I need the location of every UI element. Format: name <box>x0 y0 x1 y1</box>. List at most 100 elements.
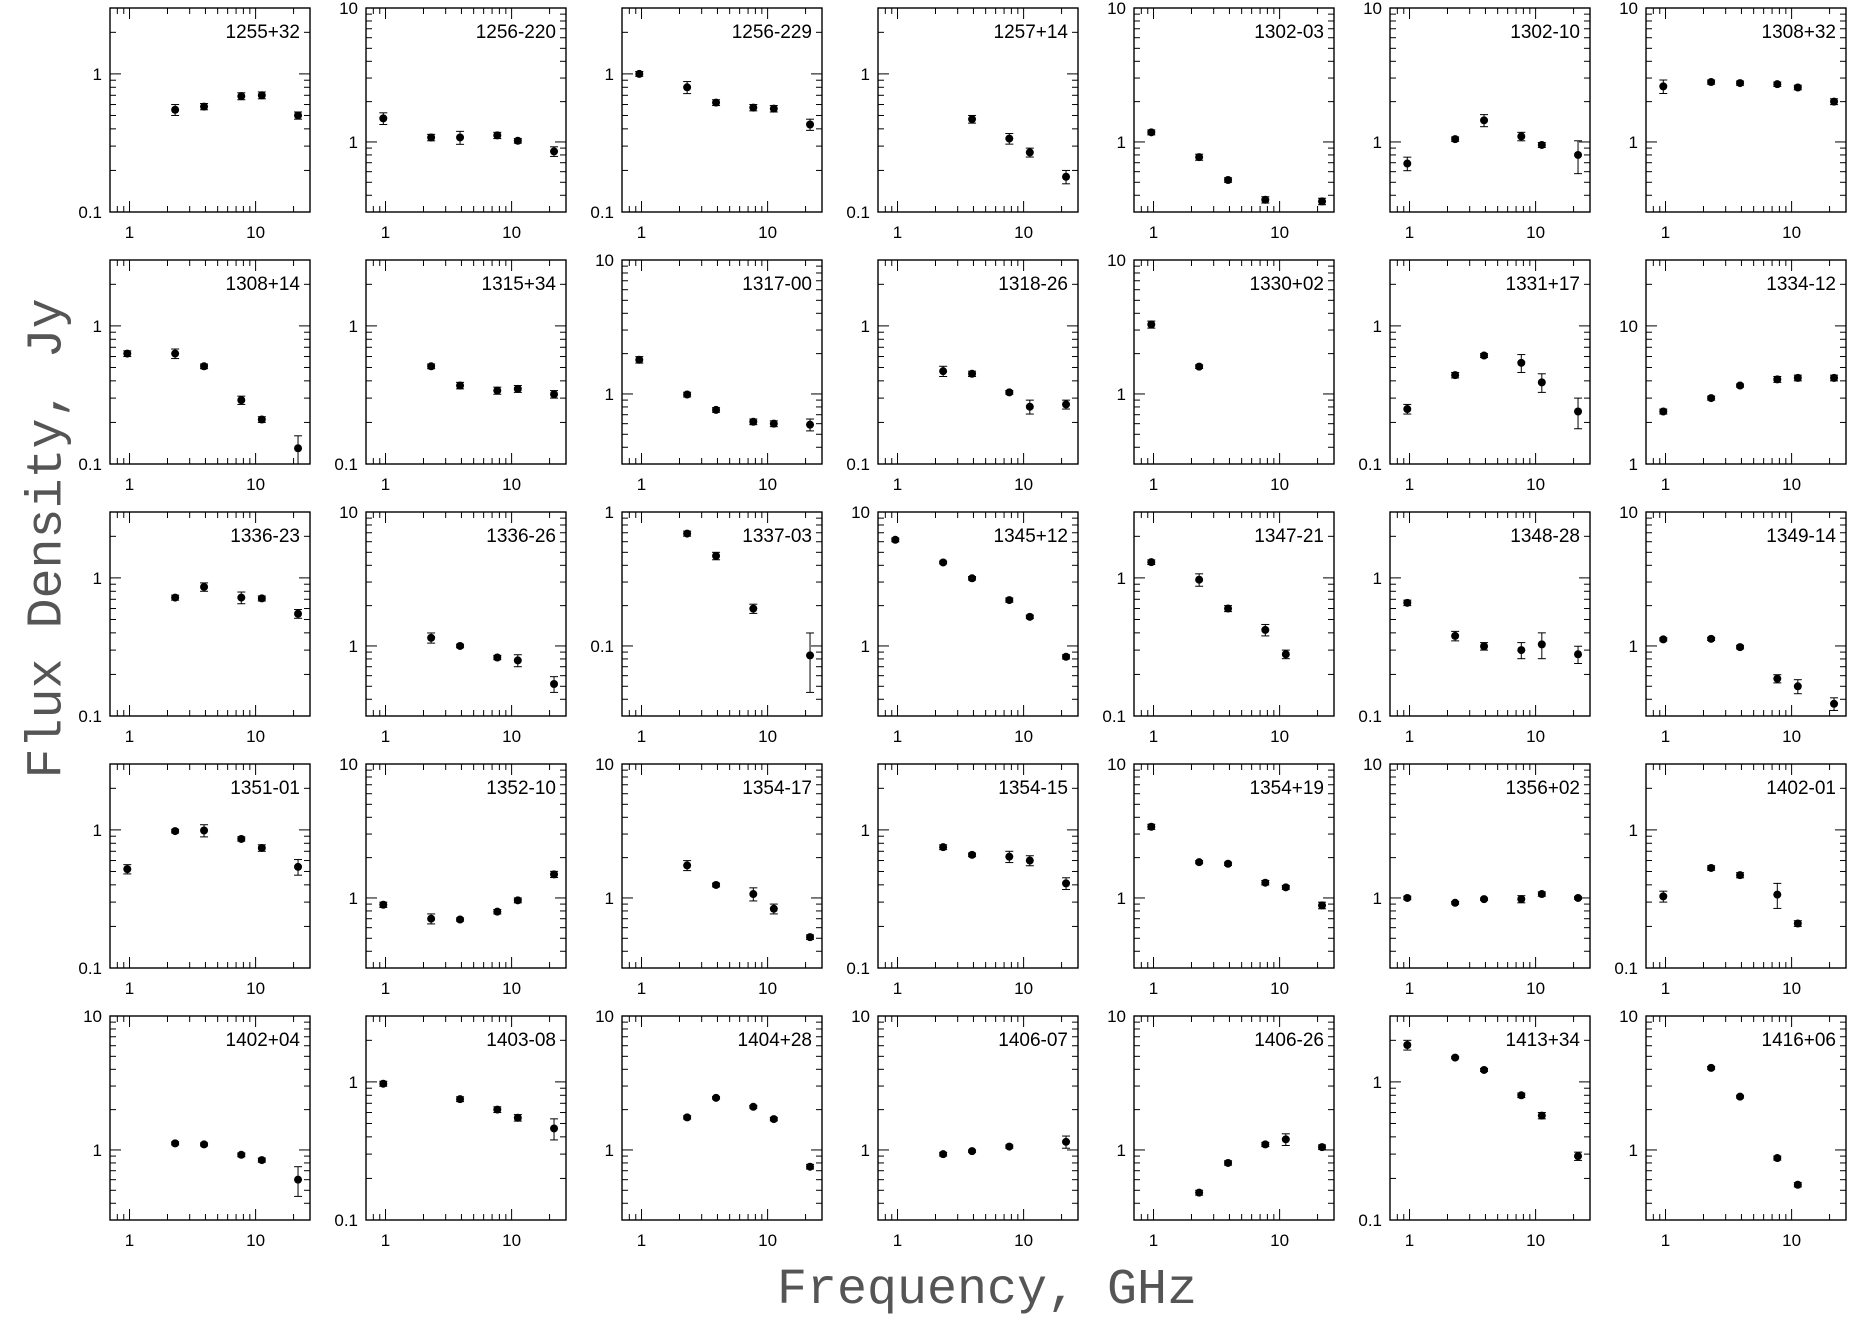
panel-1352-10: 1 10 1 10 1352-10 <box>339 755 567 998</box>
y-tick-label: 0.1 <box>590 637 614 656</box>
x-tick-label: 1 <box>1405 475 1414 494</box>
y-tick-label: 1 <box>349 1073 358 1092</box>
x-tick-label: 1 <box>381 223 390 242</box>
x-tick-label: 1 <box>1661 223 1670 242</box>
x-tick-label: 10 <box>1526 223 1545 242</box>
data-point <box>769 904 778 913</box>
data-point <box>1195 1188 1204 1197</box>
y-tick-label: 0.1 <box>78 455 102 474</box>
y-tick-label: 1 <box>861 317 870 336</box>
panel-frame <box>621 7 823 213</box>
y-tick-label: 0.1 <box>334 1211 358 1230</box>
data-point <box>1773 674 1782 683</box>
data-point <box>712 880 721 889</box>
y-tick-label: 10 <box>1363 0 1382 18</box>
source-label: 1345+12 <box>994 526 1069 547</box>
x-tick-label: 10 <box>502 223 521 242</box>
panel-frame <box>109 259 311 465</box>
panel-1406-26: 1 10 1 10 1406-26 <box>1107 1007 1335 1250</box>
x-tick-label: 1 <box>637 223 646 242</box>
data-point <box>968 1147 977 1156</box>
x-tick-label: 1 <box>1405 1231 1414 1250</box>
data-point <box>1147 558 1156 567</box>
x-tick-label: 10 <box>246 727 265 746</box>
data-point <box>1318 197 1327 206</box>
data-point <box>1830 97 1839 106</box>
y-tick-label: 10 <box>1619 1007 1638 1026</box>
x-tick-label: 1 <box>1149 1231 1158 1250</box>
data-point <box>769 419 778 428</box>
data-point <box>493 131 502 140</box>
x-tick-label: 10 <box>758 475 777 494</box>
y-tick-label: 1 <box>861 821 870 840</box>
data-point <box>1005 852 1014 861</box>
data-point <box>427 914 436 923</box>
data-point <box>1025 856 1034 865</box>
source-label: 1416+06 <box>1762 1030 1837 1051</box>
data-point <box>1025 612 1034 621</box>
data-point <box>1281 883 1290 892</box>
x-tick-label: 10 <box>1014 727 1033 746</box>
x-tick-label: 1 <box>125 979 134 998</box>
panel-1354-15: 1 10 0.1 1 1354-15 <box>846 763 1079 998</box>
panel-1348-28: 1 10 0.1 1 1348-28 <box>1358 511 1591 746</box>
data-point <box>1261 625 1270 634</box>
panel-frame <box>877 1015 1079 1221</box>
data-point <box>513 1113 522 1122</box>
data-point <box>237 92 246 101</box>
data-point <box>1480 895 1489 904</box>
data-point <box>635 69 644 78</box>
data-point <box>171 105 180 114</box>
data-point <box>171 1139 180 1148</box>
data-point <box>806 933 815 942</box>
data-point <box>806 651 815 660</box>
data-point <box>1451 135 1460 144</box>
data-point <box>683 390 692 399</box>
x-tick-label: 10 <box>1014 979 1033 998</box>
data-point <box>1707 634 1716 643</box>
source-label: 1302-10 <box>1510 22 1580 43</box>
source-label: 1406-26 <box>1254 1030 1324 1051</box>
panel-1404+28: 1 10 1 10 1404+28 <box>595 1007 823 1250</box>
panel-1331+17: 1 10 0.1 1 1331+17 <box>1358 259 1591 494</box>
y-tick-label: 1 <box>861 1141 870 1160</box>
panel-1337-03: 1 10 0.1 1 1337-03 <box>590 503 823 746</box>
source-label: 1336-26 <box>486 526 556 547</box>
data-point <box>171 349 180 358</box>
x-tick-label: 10 <box>1526 727 1545 746</box>
x-tick-label: 1 <box>1149 727 1158 746</box>
y-tick-label: 10 <box>339 0 358 18</box>
panel-1330+02: 1 10 1 10 1330+02 <box>1107 251 1335 494</box>
y-tick-label: 1 <box>1629 133 1638 152</box>
data-point <box>294 862 303 871</box>
data-point <box>513 384 522 393</box>
source-label: 1337-03 <box>742 526 812 547</box>
data-point <box>1517 646 1526 655</box>
y-tick-label: 1 <box>1629 637 1638 656</box>
panel-1403-08: 1 10 0.1 1 1403-08 <box>334 1015 567 1250</box>
y-tick-label: 1 <box>1629 455 1638 474</box>
data-point <box>237 396 246 405</box>
data-point <box>769 1115 778 1124</box>
panel-frame <box>1389 763 1591 969</box>
data-point <box>683 529 692 538</box>
panel-1302-03: 1 10 1 10 1302-03 <box>1107 0 1335 242</box>
y-tick-label: 10 <box>339 755 358 774</box>
x-tick-label: 1 <box>381 727 390 746</box>
data-point <box>1793 373 1802 382</box>
data-point <box>1537 640 1546 649</box>
data-point <box>513 136 522 145</box>
panel-frame <box>109 1015 311 1221</box>
y-tick-label: 10 <box>83 1007 102 1026</box>
data-point <box>1517 1091 1526 1100</box>
data-point <box>1005 134 1014 143</box>
data-point <box>635 355 644 364</box>
panel-frame <box>1389 259 1591 465</box>
data-point <box>1403 405 1412 414</box>
data-point <box>427 362 436 371</box>
x-tick-label: 10 <box>1526 1231 1545 1250</box>
data-point <box>939 1150 948 1159</box>
x-tick-label: 1 <box>381 979 390 998</box>
panel-1255+32: 1 10 0.1 1 1255+32 <box>78 7 311 242</box>
data-point <box>1005 388 1014 397</box>
